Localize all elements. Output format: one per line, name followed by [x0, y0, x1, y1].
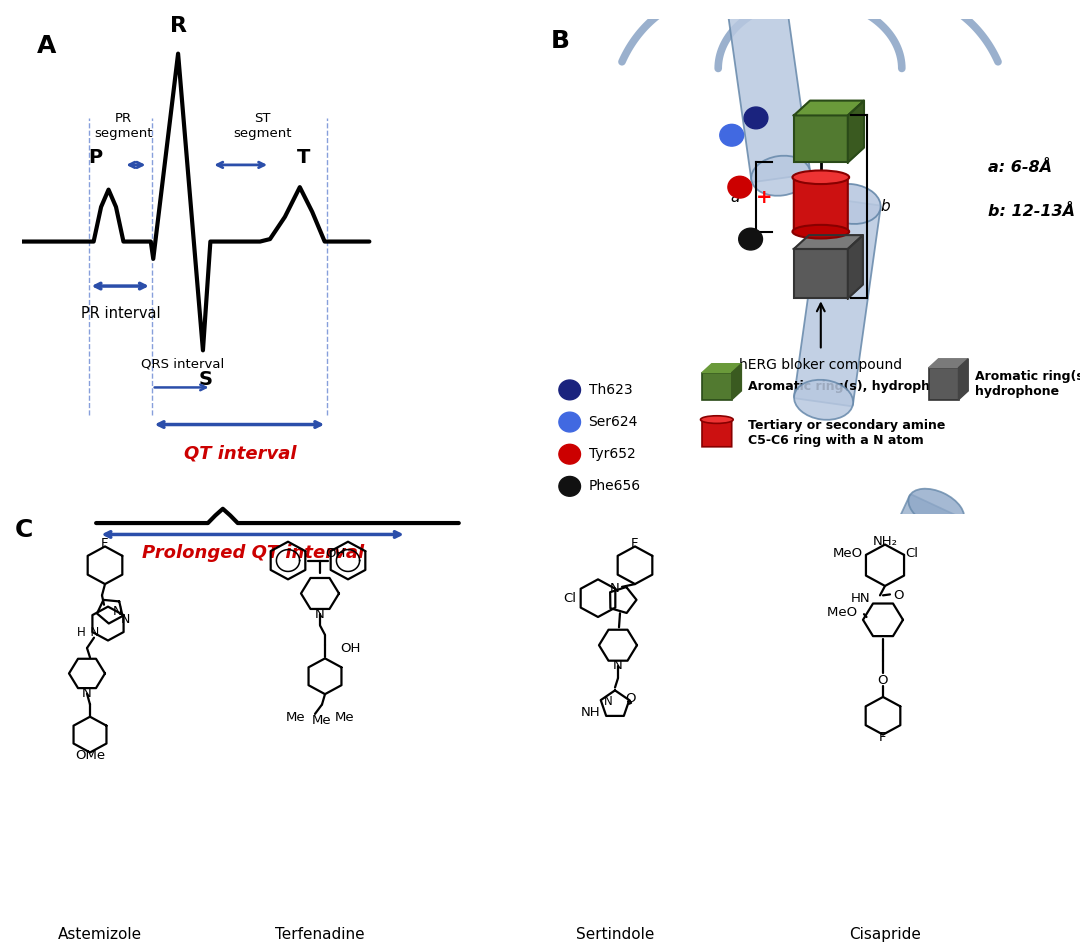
Circle shape: [744, 107, 768, 128]
FancyBboxPatch shape: [794, 198, 880, 406]
Text: P: P: [87, 148, 103, 167]
Text: Ser624: Ser624: [589, 415, 638, 429]
Polygon shape: [794, 101, 864, 115]
FancyBboxPatch shape: [794, 115, 848, 163]
Ellipse shape: [794, 379, 853, 419]
Text: Sertindole: Sertindole: [576, 926, 654, 941]
Ellipse shape: [752, 156, 810, 196]
Text: Me: Me: [335, 711, 354, 724]
Text: O: O: [893, 589, 904, 602]
Text: ST
segment: ST segment: [233, 112, 292, 140]
Circle shape: [559, 476, 581, 496]
Polygon shape: [794, 235, 863, 249]
Text: PR interval: PR interval: [81, 306, 160, 320]
Text: N: N: [613, 659, 623, 672]
Text: Aromatic ring(s), hydrophone: Aromatic ring(s), hydrophone: [747, 379, 956, 393]
Text: OMe: OMe: [75, 748, 105, 762]
Text: F: F: [879, 731, 887, 744]
Text: Prolonged QT interval: Prolonged QT interval: [141, 544, 364, 562]
Text: Cl: Cl: [563, 592, 576, 605]
Text: b: b: [880, 200, 890, 214]
Text: PR
segment: PR segment: [94, 112, 152, 140]
FancyBboxPatch shape: [702, 373, 732, 399]
Text: Cisapride: Cisapride: [849, 926, 921, 941]
Ellipse shape: [701, 416, 733, 423]
Circle shape: [739, 228, 762, 250]
Text: Aromatic ring(s),
hydrophone: Aromatic ring(s), hydrophone: [975, 370, 1080, 398]
Circle shape: [559, 412, 581, 432]
Text: C: C: [15, 518, 33, 542]
Text: HN: HN: [850, 592, 870, 605]
Text: QT interval: QT interval: [184, 444, 296, 462]
Circle shape: [559, 380, 581, 399]
Polygon shape: [848, 235, 863, 299]
Text: N: N: [120, 613, 130, 627]
FancyBboxPatch shape: [836, 495, 963, 680]
Text: MeO: MeO: [827, 606, 860, 619]
Text: O: O: [878, 674, 888, 688]
Text: S: S: [199, 370, 213, 389]
Text: MeO: MeO: [833, 547, 863, 559]
Circle shape: [728, 176, 752, 198]
Text: Cl: Cl: [905, 547, 918, 559]
Text: a: 6-8Å: a: 6-8Å: [988, 160, 1052, 175]
Ellipse shape: [793, 224, 849, 239]
Polygon shape: [848, 101, 864, 163]
Text: N: N: [604, 695, 613, 708]
Polygon shape: [732, 363, 741, 399]
Text: Terfenadine: Terfenadine: [275, 926, 365, 941]
Text: H  N: H N: [77, 627, 99, 639]
Polygon shape: [702, 363, 741, 373]
Ellipse shape: [793, 170, 849, 184]
Text: F: F: [102, 537, 109, 550]
Text: Tertiary or secondary amine
C5-C6 ring with a N atom: Tertiary or secondary amine C5-C6 ring w…: [747, 419, 945, 447]
FancyBboxPatch shape: [794, 249, 848, 299]
Text: B: B: [551, 29, 570, 53]
Polygon shape: [959, 359, 969, 399]
Text: Me: Me: [312, 714, 332, 727]
Text: Astemizole: Astemizole: [58, 926, 143, 941]
Circle shape: [720, 125, 744, 146]
Text: hERG bloker compound: hERG bloker compound: [739, 358, 903, 372]
Text: N: N: [82, 688, 92, 700]
Text: b: 12-13Å: b: 12-13Å: [988, 204, 1076, 220]
Text: OH: OH: [340, 642, 361, 654]
Text: N: N: [112, 605, 122, 618]
FancyBboxPatch shape: [702, 419, 732, 447]
Text: Me: Me: [285, 711, 305, 724]
Ellipse shape: [908, 489, 964, 529]
Text: R: R: [170, 16, 187, 36]
Text: NH₂: NH₂: [873, 535, 897, 548]
Polygon shape: [929, 359, 969, 368]
Text: OH: OH: [325, 547, 346, 559]
Text: Phe656: Phe656: [589, 479, 640, 494]
Text: O: O: [625, 692, 636, 706]
Text: a: a: [730, 189, 740, 204]
Ellipse shape: [822, 184, 880, 223]
Ellipse shape: [578, 0, 634, 6]
Text: A: A: [37, 34, 56, 58]
FancyBboxPatch shape: [724, 0, 810, 182]
Text: Th623: Th623: [589, 383, 632, 397]
Ellipse shape: [835, 646, 891, 686]
Text: NH: NH: [580, 706, 600, 719]
FancyBboxPatch shape: [929, 368, 959, 399]
FancyBboxPatch shape: [794, 177, 848, 232]
Text: T: T: [297, 148, 311, 167]
Circle shape: [559, 444, 581, 464]
Text: Tyr652: Tyr652: [589, 447, 635, 461]
Text: +: +: [756, 187, 772, 206]
Text: QRS interval: QRS interval: [141, 358, 225, 370]
Text: N: N: [610, 582, 620, 595]
Text: N: N: [315, 608, 325, 621]
Text: F: F: [631, 537, 638, 550]
